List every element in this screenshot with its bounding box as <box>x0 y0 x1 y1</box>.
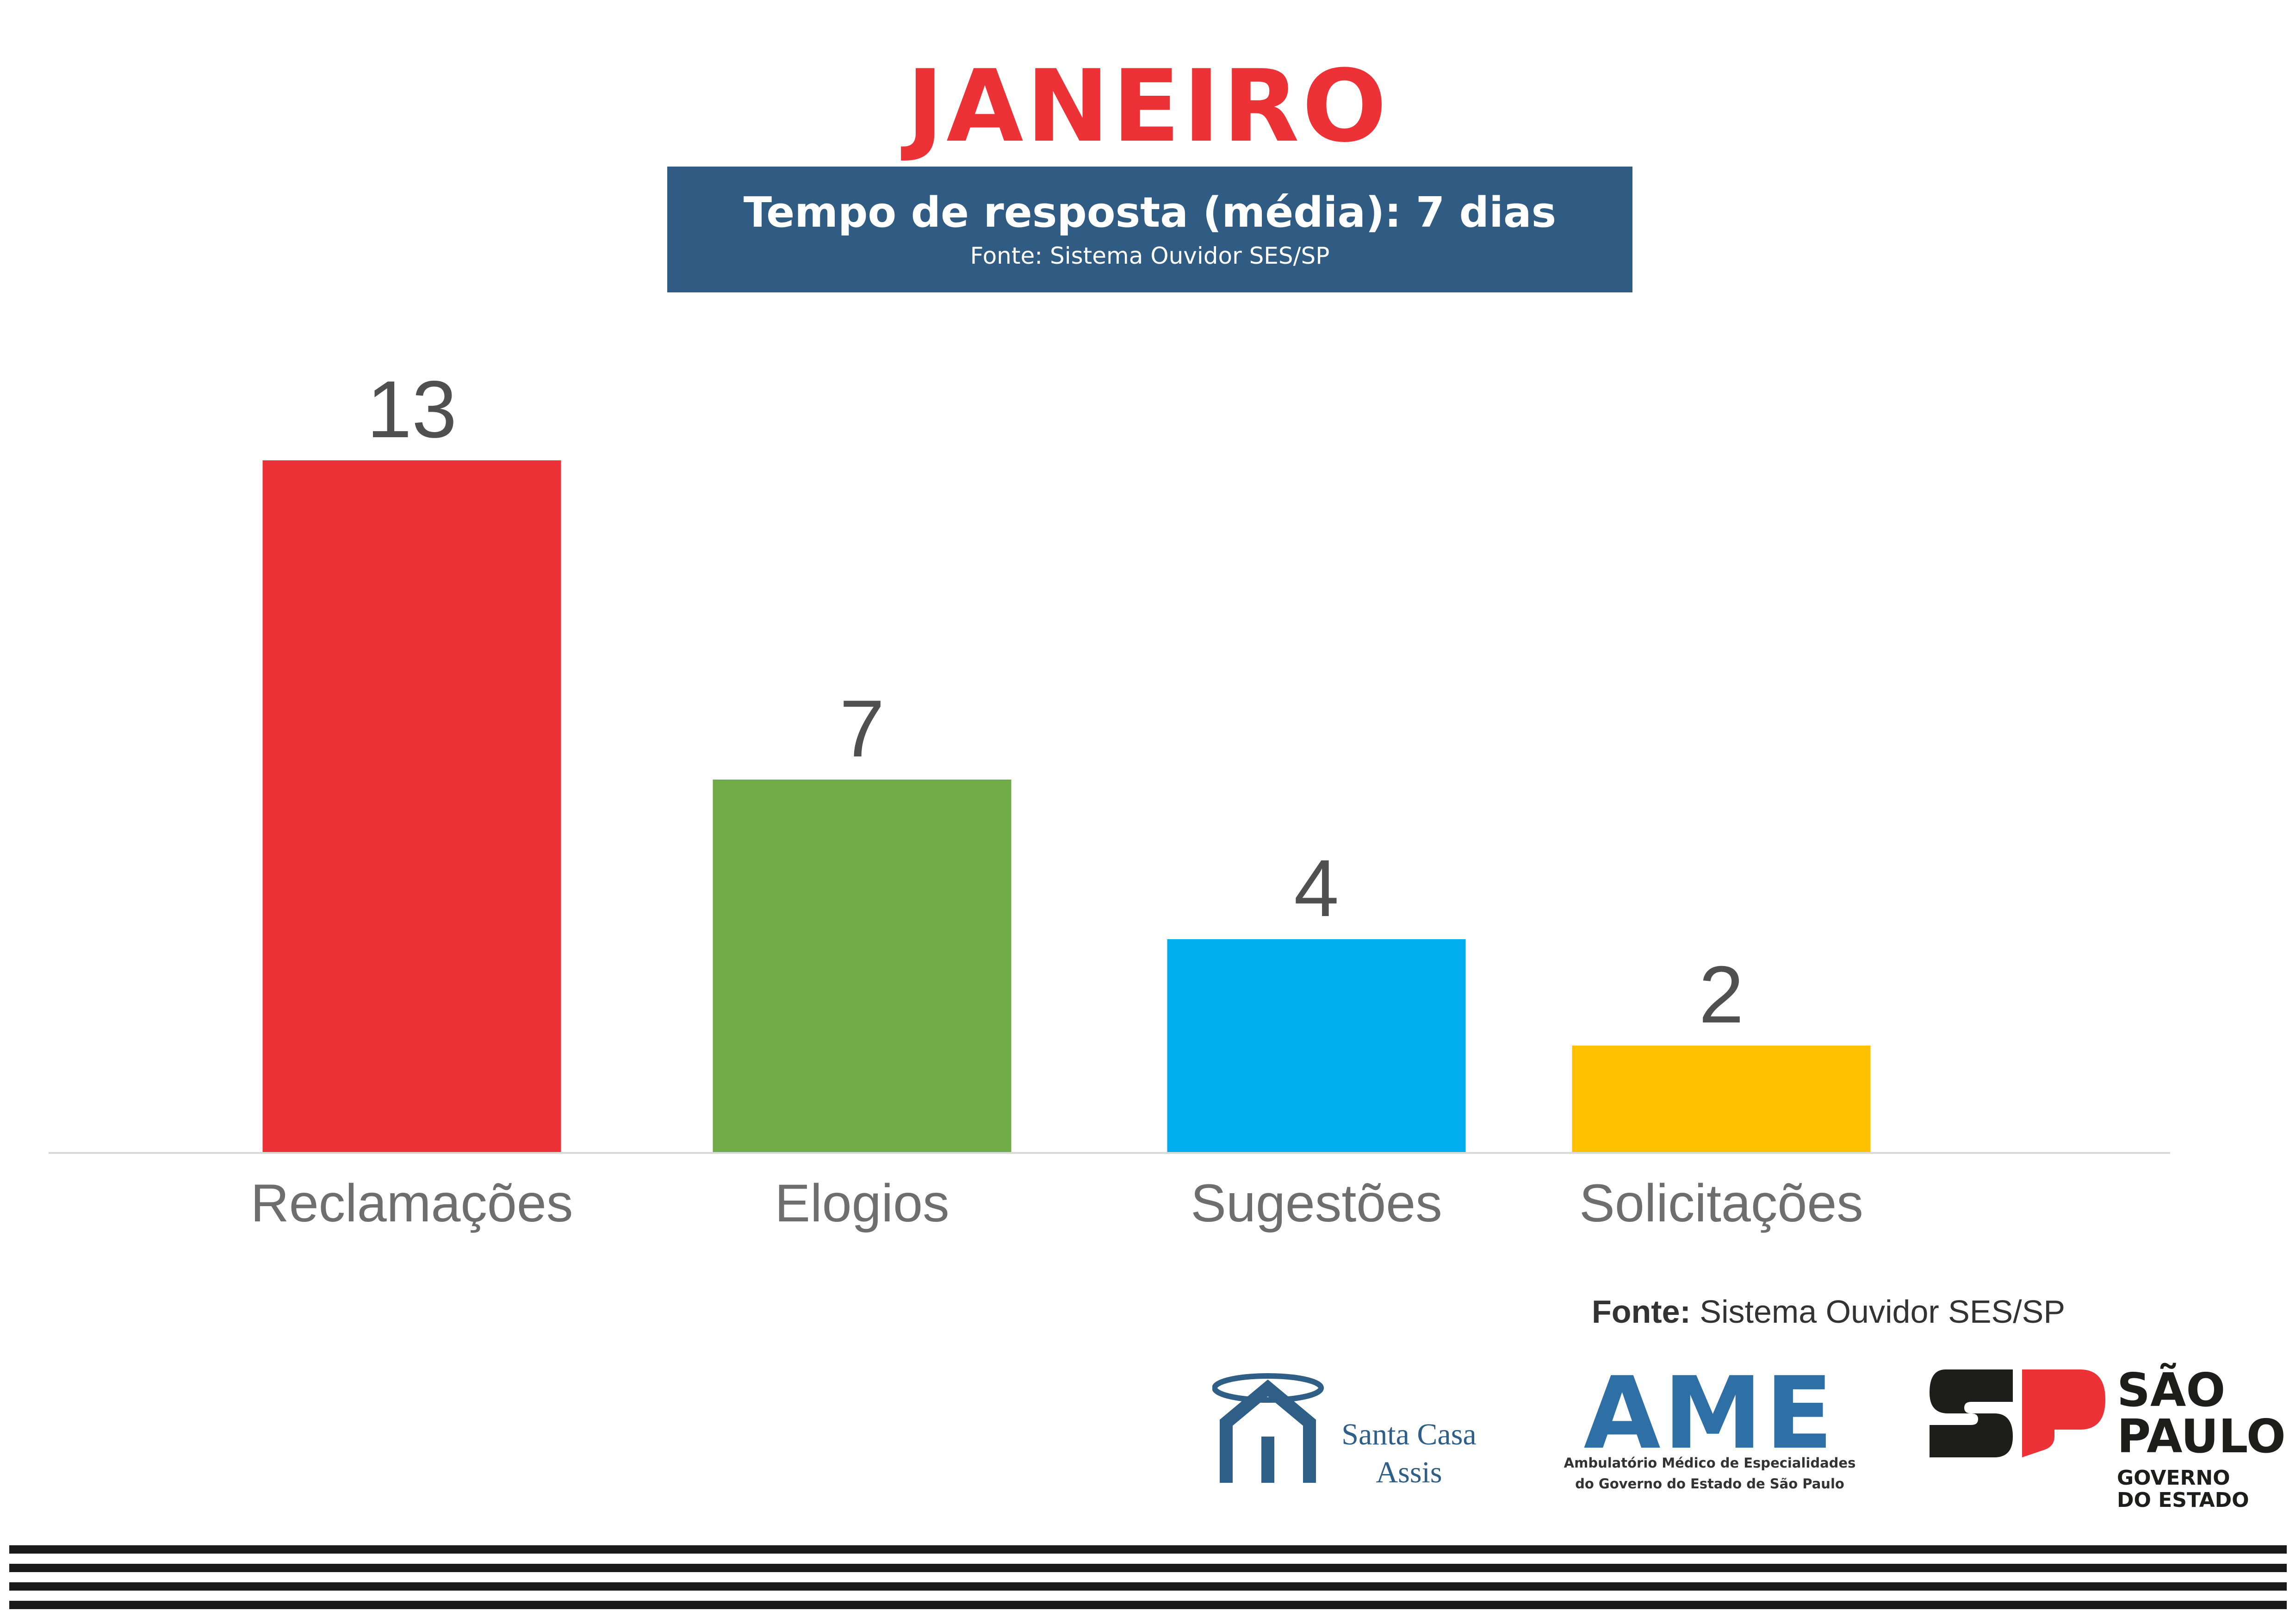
category-label-1: Elogios <box>775 1174 949 1233</box>
ame-wordmark: AME <box>1583 1355 1836 1471</box>
banner-source-text: Fonte: Sistema Ouvidor SES/SP <box>970 242 1330 269</box>
decorative-stripes <box>9 1545 2287 1619</box>
source-value: Sistema Ouvidor SES/SP <box>1690 1294 2066 1330</box>
sp-line1: SÃO <box>2117 1363 2226 1417</box>
category-label-3: Solicitações <box>1579 1174 1863 1233</box>
ame-caption-line1: Ambulatório Médico de Especialidades <box>1564 1455 1856 1471</box>
category-label-0: Reclamações <box>251 1174 573 1233</box>
santa-casa-house-icon <box>1212 1373 1324 1483</box>
bar-2 <box>1167 939 1466 1152</box>
data-label-3: 2 <box>1699 950 1744 1040</box>
sp-line4: DO ESTADO <box>2117 1488 2249 1512</box>
ame-caption-line2: do Governo do Estado de São Paulo <box>1575 1476 1844 1492</box>
stripe <box>9 1582 2287 1591</box>
sao-paulo-logo: SÃO PAULO GOVERNO DO ESTADO <box>1927 1367 2286 1511</box>
bar-chart: 13 Reclamações 7 Elogios 4 Sugestões 2 Solicita… <box>49 365 2170 1233</box>
stripe <box>9 1545 2287 1554</box>
data-label-0: 13 <box>367 365 457 455</box>
santa-casa-logo: Santa Casa Assis <box>1212 1367 1499 1489</box>
footer-source: Fonte: Sistema Ouvidor SES/SP <box>1592 1291 2147 1332</box>
response-time-banner: Tempo de resposta (média): 7 dias Fonte:… <box>667 167 1632 292</box>
data-label-2: 4 <box>1294 843 1339 934</box>
source-label: Fonte: <box>1592 1294 1691 1330</box>
bar-0 <box>262 460 561 1152</box>
ame-logo: AME Ambulatório Médico de Especialidades… <box>1550 1360 1869 1504</box>
santa-casa-name: Santa Casa Assis <box>1335 1416 1483 1492</box>
bar-1 <box>713 780 1011 1152</box>
data-label-1: 7 <box>839 684 884 774</box>
page-title: JANEIRO <box>906 48 1390 164</box>
sp-line3: GOVERNO <box>2117 1466 2230 1490</box>
stripe <box>9 1564 2287 1572</box>
response-time-text: Tempo de resposta (média): 7 dias <box>743 188 1557 237</box>
bar-3 <box>1572 1046 1871 1152</box>
category-label-2: Sugestões <box>1191 1174 1442 1233</box>
santa-casa-line1: Santa Casa <box>1341 1418 1477 1451</box>
stripe <box>9 1601 2287 1609</box>
sp-wordmark: SÃO PAULO GOVERNO DO ESTADO <box>2117 1367 2286 1511</box>
sp-line2: PAULO <box>2117 1409 2286 1463</box>
ame-caption: Ambulatório Médico de Especialidades do … <box>1550 1453 1869 1494</box>
sp-emblem-icon <box>1930 1369 2105 1457</box>
santa-casa-line2: Assis <box>1376 1456 1442 1489</box>
